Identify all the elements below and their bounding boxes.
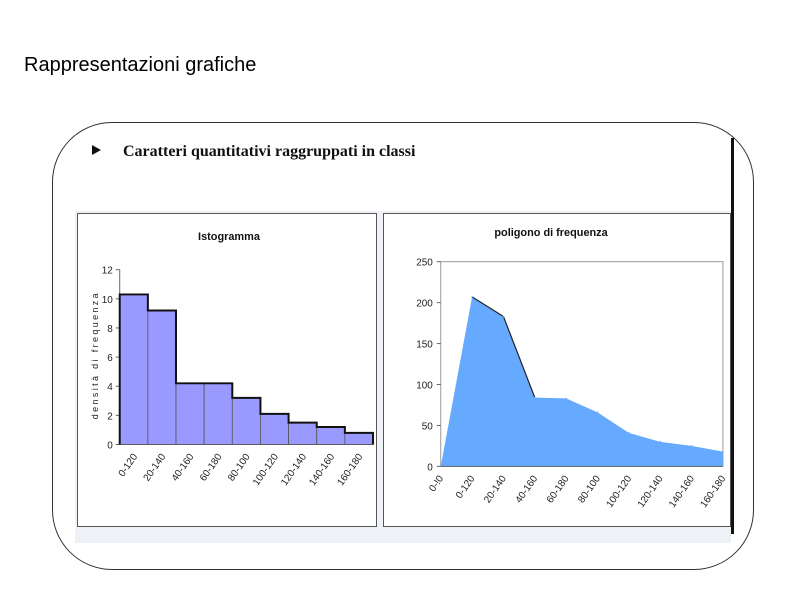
polygon-point	[471, 296, 473, 298]
polygon-point	[565, 397, 567, 400]
histogram-x-tick-label: 140-160	[307, 451, 337, 488]
section-subtitle: Caratteri quantitativi raggruppati in cl…	[92, 143, 415, 161]
histogram-y-tick-label: 10	[102, 295, 114, 306]
polygon-x-tick-label: 40-160	[514, 473, 541, 505]
polygon-x-tick-label: 120-140	[636, 473, 666, 510]
histogram-bar	[288, 422, 318, 445]
histogram-x-tick-label: 160-180	[335, 451, 365, 488]
histogram-bar	[344, 432, 374, 445]
histogram-x-tick-label: 80-100	[226, 451, 253, 483]
polygon-point	[659, 441, 662, 443]
histogram-chart: Istogramma densità di frequenza 0 2 4 6 8 10 1…	[77, 213, 377, 527]
histogram-step-outline	[118, 293, 375, 445]
polygon-point	[534, 396, 536, 399]
histogram-title: Istogramma	[198, 231, 261, 243]
histogram-x-tick-label: 0-120	[117, 451, 141, 478]
histogram-bar	[147, 310, 177, 445]
polygon-area	[440, 296, 723, 467]
histogram-y-tick-label: 8	[107, 324, 113, 335]
histogram-bar	[231, 397, 261, 445]
frame-divider	[731, 138, 734, 534]
polygon-x-tick-label: 0-120	[454, 473, 478, 500]
polygon-x-tick-label: 20-140	[482, 473, 509, 505]
polygon-x-tick-label: 60-180	[545, 473, 572, 505]
histogram-y-tick-label: 12	[102, 266, 114, 277]
frequency-polygon-chart: poligono di frequenza 0 50 100 150 200 250 0-!…	[383, 213, 731, 527]
polygon-y-tick-label: 250	[416, 258, 433, 269]
polygon-y-tick-label: 50	[422, 421, 434, 432]
section-subtitle-text: Caratteri quantitativi raggruppati in cl…	[123, 143, 416, 160]
slide-title: Rappresentazioni grafiche	[24, 54, 257, 76]
polygon-x-tick-label: 160-180	[698, 473, 728, 510]
histogram-y-axis-label: densità di frequenza	[90, 291, 100, 419]
histogram-y-tick-label: 6	[107, 353, 113, 364]
polygon-x-tick-label: 80-100	[576, 473, 603, 505]
polygon-y-tick-label: 150	[416, 340, 433, 351]
histogram-bar	[119, 294, 149, 445]
polygon-y-tick-label: 200	[416, 299, 433, 310]
polygon-plot-area: 0 50 100 150 200 250 0-!0 0-120 20-140 40-160 60-1…	[416, 258, 728, 510]
histogram-bar	[203, 382, 233, 445]
histogram-x-tick-label: 100-120	[251, 451, 281, 488]
histogram-y-tick-label: 4	[107, 382, 113, 393]
histogram-bar	[316, 426, 346, 445]
histogram-plot-area: 0 2 4 6 8 10 12 0-120 20-140 40-160 60-180 80-10010…	[102, 266, 375, 488]
polygon-x-tick-label: 140-160	[667, 473, 697, 510]
polygon-point	[628, 432, 630, 434]
arrow-bullet-icon	[92, 145, 101, 155]
polygon-y-tick-label: 100	[416, 380, 433, 391]
polygon-title: poligono di frequenza	[494, 227, 608, 239]
polygon-point	[502, 315, 505, 318]
histogram-x-tick-label: 120-140	[279, 451, 309, 488]
polygon-x-tick-label: 0-!0	[427, 473, 446, 494]
polygon-point	[596, 411, 599, 414]
histogram-y-tick-label: 2	[107, 411, 113, 422]
polygon-point	[690, 445, 693, 447]
subtitle-band	[75, 135, 731, 211]
polygon-x-tick-label: 100-120	[604, 473, 634, 510]
histogram-x-tick-label: 60-180	[198, 451, 225, 483]
polygon-y-tick-label: 0	[427, 462, 433, 473]
histogram-y-tick-label: 0	[107, 440, 113, 451]
histogram-bar	[260, 413, 289, 445]
histogram-bar	[175, 382, 205, 445]
histogram-x-tick-label: 20-140	[142, 451, 169, 483]
polygon-point	[722, 450, 724, 453]
histogram-x-tick-label: 40-160	[170, 451, 197, 483]
